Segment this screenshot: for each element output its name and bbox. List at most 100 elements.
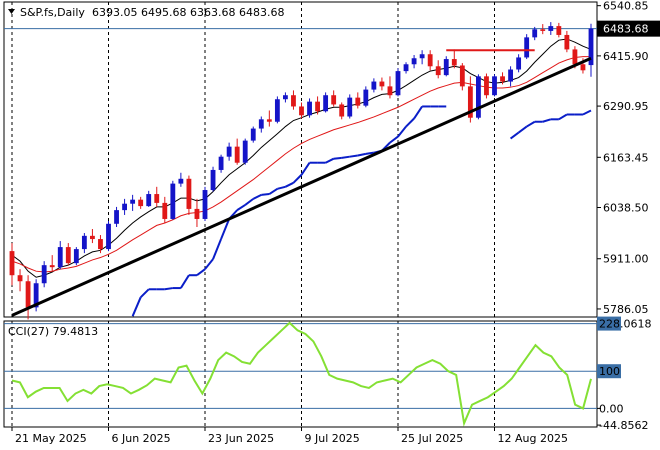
- stop-line-segment: [357, 152, 367, 157]
- bull-candle: [492, 76, 497, 96]
- bull-candle: [106, 223, 111, 250]
- price-tick-label: 6290.95: [603, 100, 649, 113]
- bear-candle: [355, 97, 361, 106]
- bull-candle: [323, 95, 329, 112]
- bull-candle: [210, 169, 216, 191]
- bear-candle: [49, 265, 55, 268]
- bull-candle: [170, 183, 176, 219]
- stop-line-segment: [325, 157, 335, 164]
- stop-line-segment: [204, 258, 214, 270]
- bull-candle: [347, 97, 353, 117]
- price-tick-label: 6415.90: [603, 50, 649, 63]
- bear-candle: [540, 29, 546, 31]
- bull-candle: [81, 235, 87, 250]
- bear-candle: [299, 106, 304, 116]
- stop-line-segment: [212, 238, 223, 260]
- cci-tick-label: 100: [599, 365, 620, 378]
- cci-label: CCI(27) 79.4813: [8, 325, 98, 338]
- stop-line-segment: [558, 113, 568, 121]
- stop-line-segment: [268, 187, 278, 195]
- last-price-tag: [597, 20, 660, 37]
- time-tick-label: 9 Jul 2025: [305, 432, 360, 445]
- bull-candle: [274, 99, 280, 122]
- bear-candle: [266, 119, 272, 122]
- last-price-tag-label: 6483.68: [603, 23, 649, 36]
- candles-layer: [9, 22, 594, 320]
- bull-candle: [443, 59, 449, 76]
- bear-candle: [435, 66, 441, 76]
- time-tick-label: 21 May 2025: [15, 432, 87, 445]
- bull-candle: [508, 69, 513, 82]
- bear-candle: [500, 76, 505, 82]
- cci-tick-label: 0.00: [599, 402, 624, 415]
- stop-line-segment: [365, 151, 375, 155]
- bear-candle: [467, 86, 473, 118]
- stop-line-segment: [526, 120, 536, 128]
- stop-line-segment: [413, 105, 423, 120]
- bear-candle: [186, 178, 192, 209]
- price-tick-label: 6540.85: [603, 0, 649, 13]
- trend-line: [11, 56, 592, 317]
- stop-line-segment: [333, 156, 342, 160]
- bull-candle: [202, 190, 208, 219]
- bull-candle: [283, 95, 288, 100]
- stop-line-segment: [582, 109, 592, 116]
- price-tick-label: 5786.05: [603, 303, 649, 316]
- bear-candle: [339, 104, 345, 117]
- bull-candle: [588, 28, 594, 66]
- cci-tick-label: -44.8562: [599, 419, 648, 432]
- bear-candle: [17, 275, 23, 282]
- bull-candle: [218, 156, 224, 170]
- stop-line-segment: [300, 162, 311, 176]
- stop-line-segment: [261, 193, 270, 196]
- bull-candle: [363, 89, 369, 106]
- stop-line-segment: [196, 268, 206, 277]
- cci-line: [11, 321, 592, 427]
- bull-candle: [33, 283, 39, 308]
- bull-candle: [532, 29, 538, 38]
- bear-candle: [387, 86, 393, 96]
- bear-candle: [9, 251, 15, 276]
- bear-candle: [379, 81, 385, 87]
- bull-candle: [395, 71, 401, 96]
- stop-line-segment: [292, 174, 303, 184]
- time-tick-label: 6 Jun 2025: [112, 432, 171, 445]
- stop-line-segment: [244, 198, 254, 206]
- bear-candle: [427, 54, 433, 67]
- stop-line-segment: [180, 274, 190, 289]
- stop-line-segment: [389, 135, 399, 144]
- stop-line-segment: [139, 288, 150, 299]
- bull-candle: [419, 54, 425, 59]
- symbol-label: S&P.fs,Daily: [20, 6, 85, 19]
- bull-candle: [73, 249, 79, 264]
- bull-candle: [122, 203, 127, 211]
- bear-candle: [162, 202, 168, 219]
- bear-candle: [315, 101, 320, 112]
- bear-candle: [291, 95, 296, 107]
- bull-candle: [258, 119, 264, 129]
- bull-candle: [226, 146, 232, 157]
- bear-candle: [98, 239, 103, 250]
- stop-line-segment: [509, 131, 520, 140]
- bull-candle: [403, 64, 409, 72]
- bull-candle: [476, 76, 481, 118]
- dropdown-triangle-icon[interactable]: [8, 9, 15, 14]
- bear-candle: [580, 64, 586, 71]
- bear-candle: [154, 194, 160, 203]
- bear-candle: [564, 34, 570, 50]
- price-axis: 6540.85 6415.90 6290.95 6163.45 6038.50 5911.…: [597, 0, 660, 316]
- stop-line-segment: [542, 118, 552, 123]
- bull-candle: [524, 37, 530, 58]
- stop-line-segment: [131, 296, 142, 317]
- bear-candle: [65, 247, 71, 264]
- stop-line-segment: [236, 204, 246, 211]
- bull-candle: [41, 265, 47, 284]
- cci-tick-label: 228.0618: [599, 318, 652, 331]
- ohlc-values: 6393.05 6495.68 6363.68 6483.68: [92, 6, 284, 19]
- stop-line-segment: [397, 125, 407, 138]
- stop-line-segment: [284, 181, 294, 188]
- bull-candle: [250, 128, 256, 141]
- bull-candle: [130, 199, 136, 204]
- stop-line-segment: [277, 185, 286, 190]
